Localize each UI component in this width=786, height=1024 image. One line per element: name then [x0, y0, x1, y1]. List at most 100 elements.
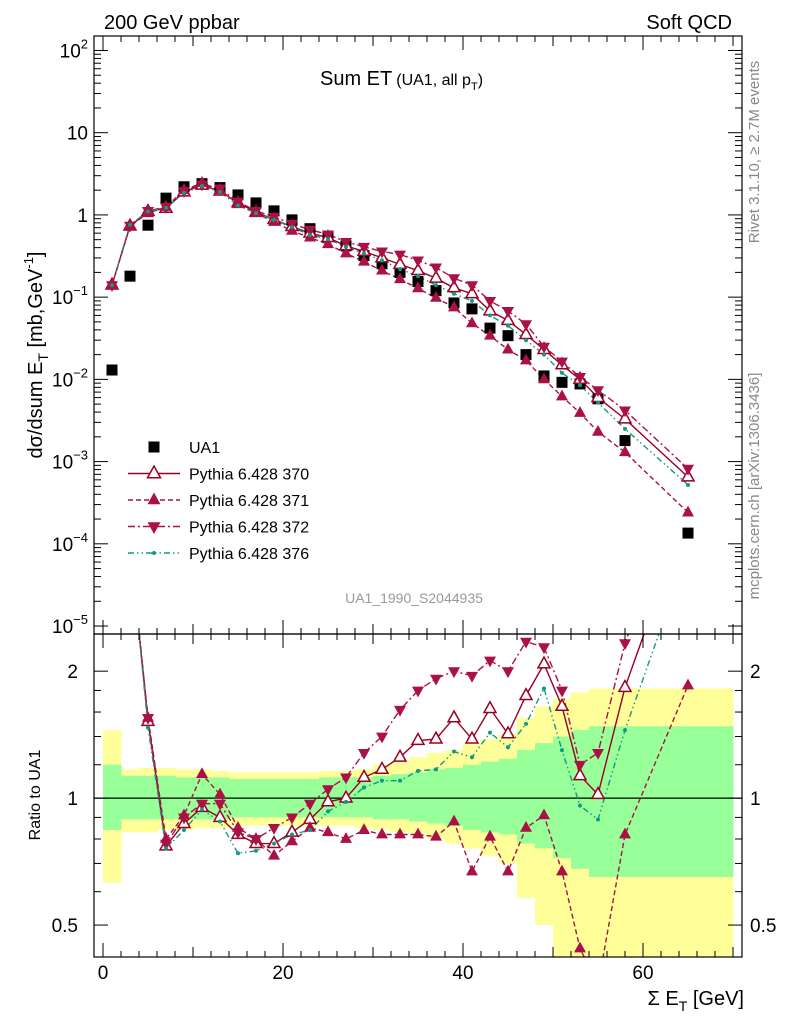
- main-ytick-base: 10: [52, 453, 73, 474]
- main-point-s2-20: [466, 316, 478, 328]
- main-point-s4-8: [254, 211, 258, 216]
- main-point-s0-15: [376, 258, 388, 270]
- main-point-s4-3: [164, 205, 168, 210]
- main-ytick-label-1: 10−4: [52, 530, 88, 556]
- main-point-s2-13: [340, 246, 352, 258]
- main-point-s4-15: [380, 258, 384, 263]
- legend-label-4: Pythia 6.428 376: [189, 546, 309, 563]
- main-point-s4-14: [362, 251, 366, 256]
- main-point-s3-27: [592, 386, 604, 398]
- main-point-s2-12: [322, 237, 334, 249]
- main-point-s4-0: [110, 283, 114, 288]
- ratio-point-s3-23: [524, 721, 528, 726]
- main-point-s0-2: [142, 219, 154, 231]
- main-point-s3-23: [520, 320, 532, 332]
- ratio-point-s2-26: [574, 760, 586, 772]
- main-point-s0-18: [430, 285, 442, 297]
- main-point-s1-19: [446, 279, 462, 293]
- ratio-point-s1-11: [304, 820, 316, 832]
- main-point-s4-28: [623, 426, 627, 431]
- ratio-point-s2-14: [358, 749, 370, 760]
- ratio-point-s2-27: [592, 749, 604, 760]
- main-point-s0-25: [556, 376, 568, 388]
- ratio-inner-band-23: [517, 750, 536, 844]
- ratio-point-s0-23: [518, 687, 534, 701]
- main-point-s4-4: [182, 190, 186, 195]
- ratio-point-s3-2: [146, 725, 150, 730]
- main-point-s4-9: [272, 217, 276, 222]
- ratio-point-s3-3: [164, 846, 168, 851]
- main-point-s4-10: [290, 225, 294, 230]
- main-point-s3-15: [376, 247, 388, 259]
- legend-label-3: Pythia 6.428 372: [189, 520, 309, 537]
- ratio-point-s1-10: [286, 834, 298, 846]
- main-point-s3-14: [358, 242, 370, 254]
- ratio-point-s1-21: [484, 829, 496, 841]
- main-ytick-base: 10: [52, 288, 73, 309]
- legend-label-0: UA1: [189, 440, 220, 457]
- x-axis-label-main: Σ E: [647, 988, 678, 1010]
- main-point-s3-1: [124, 221, 136, 233]
- main-point-s2-15: [376, 263, 388, 275]
- ratio-point-s1-6: [214, 787, 226, 799]
- ratio-inner-band-27: [589, 726, 608, 878]
- ratio-line-series-3: [138, 634, 660, 855]
- main-point-s4-22: [506, 323, 510, 328]
- ratio-point-s2-18: [430, 674, 442, 686]
- main-point-s0-1: [124, 270, 136, 282]
- ratio-point-s1-28: [619, 827, 631, 839]
- plot-title: Sum ET (UA1, all pT): [320, 68, 483, 93]
- main-point-s4-12: [326, 236, 330, 241]
- ratio-point-s3-4: [182, 828, 186, 833]
- ratio-inner-band-17: [409, 772, 428, 822]
- ratio-inner-band-22: [499, 758, 518, 835]
- main-point-s4-25: [560, 370, 564, 375]
- ratio-inner-band-0: [103, 764, 122, 831]
- main-point-s4-24: [542, 352, 546, 357]
- plot-subtitle: (UA1, all p: [396, 72, 471, 89]
- main-ytick-exp: −1: [73, 283, 88, 298]
- ratio-ytick-label-right-0: 0.5: [750, 916, 776, 937]
- ratio-point-s0-17: [410, 732, 426, 746]
- ratio-point-s1-24: [538, 808, 550, 820]
- ratio-point-s3-11: [308, 828, 312, 833]
- main-point-s0-3: [160, 192, 172, 204]
- legend-label-2: Pythia 6.428 371: [189, 493, 309, 510]
- main-point-s4-29: [686, 482, 690, 487]
- main-point-s4-5: [200, 183, 204, 188]
- main-point-s2-17: [412, 281, 424, 293]
- ratio-point-s3-10: [290, 832, 294, 837]
- main-point-s4-20: [470, 298, 474, 303]
- main-point-s0-8: [250, 197, 262, 209]
- ratio-point-s3-26: [578, 803, 582, 808]
- ratio-point-s0-27: [590, 786, 606, 800]
- ratio-inner-band-16: [391, 774, 410, 820]
- ratio-point-s3-28: [623, 728, 627, 733]
- main-ytick-exp: −3: [73, 448, 88, 463]
- main-line-series-3: [111, 183, 689, 470]
- analysis-id: UA1_1990_S2044935: [345, 590, 483, 606]
- ratio-point-s2-2: [142, 713, 154, 725]
- plot-subtitle-close: ): [478, 72, 483, 89]
- ratio-point-s3-5: [200, 807, 204, 812]
- ratio-point-s2-25: [556, 686, 568, 698]
- ratio-point-s3-12: [326, 809, 330, 814]
- legend-label-1: Pythia 6.428 370: [189, 467, 309, 484]
- ratio-y-axis-label: Ratio to UA1: [27, 750, 44, 841]
- ratio-point-s1-22: [502, 864, 514, 876]
- ratio-point-s0-19: [446, 709, 462, 723]
- ratio-point-s1-14: [358, 823, 370, 834]
- main-point-s4-19: [452, 291, 456, 296]
- main-point-s0-22: [502, 330, 514, 342]
- ratio-point-s3-9: [272, 841, 276, 846]
- ratio-ytick-label-right-1: 1: [750, 789, 761, 810]
- ratio-inner-band-24: [535, 743, 554, 849]
- main-point-s2-14: [358, 254, 370, 266]
- ratio-point-s2-9: [268, 823, 280, 835]
- ratio-point-s2-13: [340, 773, 352, 785]
- ratio-point-s2-10: [286, 813, 298, 825]
- main-point-s0-9: [268, 205, 280, 217]
- main-line-series-2: [111, 182, 689, 514]
